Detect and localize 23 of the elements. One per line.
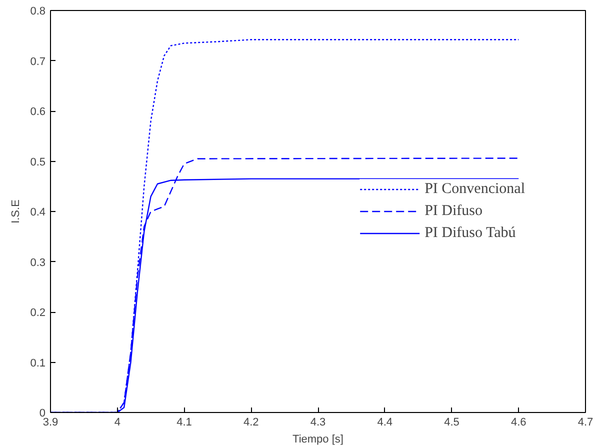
x-tick-label: 4.1: [176, 416, 192, 428]
x-tick-label: 4.3: [310, 416, 326, 428]
legend-label: PI Convencional: [424, 180, 525, 198]
y-tick-label: 0.3: [30, 256, 46, 269]
y-tick-label: 0: [39, 408, 46, 420]
legend-label: PI Difuso: [424, 202, 483, 220]
y-tick-label: 0.1: [30, 357, 46, 370]
x-tick-label: 3.9: [42, 416, 58, 428]
y-tick-label: 0.8: [30, 6, 46, 18]
y-axis-title: I.S.E: [10, 200, 22, 224]
y-tick-label: 0.6: [30, 106, 46, 118]
x-tick-label: 4.6: [510, 416, 526, 428]
y-tick-label: 0.2: [30, 307, 46, 319]
x-tick-label: 4.4: [377, 416, 393, 428]
x-tick-label: 4.2: [243, 416, 259, 428]
x-axis-title: Tiempo [s]: [292, 434, 344, 446]
y-tick-label: 0.5: [30, 156, 46, 168]
x-tick-label: 4.5: [444, 416, 460, 428]
legend-label: PI Difuso Tabú: [424, 224, 516, 242]
y-tick-label: 0.7: [30, 56, 46, 68]
x-tick-label: 4: [114, 416, 120, 428]
y-tick-label: 0.4: [30, 206, 46, 218]
x-tick-label: 4.7: [578, 416, 594, 428]
